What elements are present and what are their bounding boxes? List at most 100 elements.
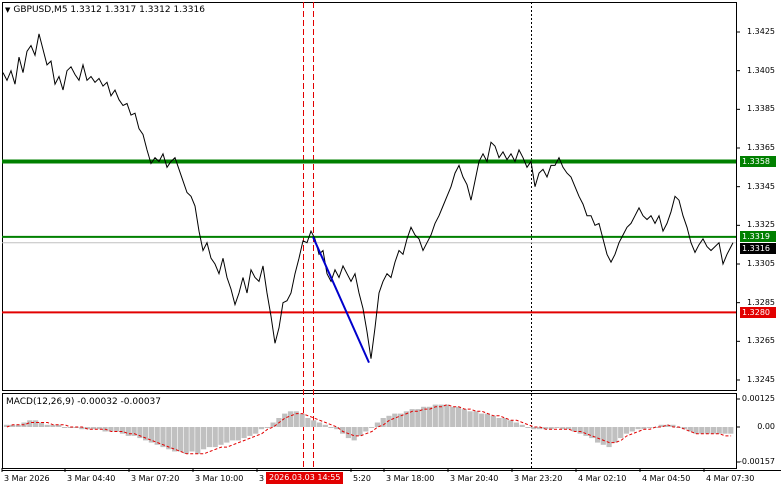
macd-histogram-bar [699, 427, 705, 434]
support-level-tag: 1.3280 [740, 306, 776, 318]
macd-histogram-bar [728, 427, 734, 434]
macd-histogram-bar [4, 424, 10, 427]
macd-histogram-bar [328, 427, 334, 428]
macd-histogram-bar [444, 404, 450, 427]
macd-histogram-bar [531, 427, 537, 430]
time-label: 4 Mar 02:10 [578, 474, 627, 483]
macd-histogram-bar [473, 411, 479, 427]
macd-histogram-bar [548, 427, 554, 430]
macd-histogram-bar [334, 427, 340, 430]
macd-histogram-bar [212, 427, 218, 448]
macd-histogram-bar [722, 427, 728, 434]
macd-histogram-bar [647, 427, 653, 428]
macd-histogram-bar [351, 427, 357, 441]
macd-histogram-bar [374, 422, 380, 427]
macd-histogram-bar [293, 411, 299, 427]
trend-line [312, 236, 370, 364]
macd-histogram-bar [270, 422, 276, 427]
macd-histogram-bar [612, 427, 618, 443]
macd-histogram-bar [641, 427, 647, 430]
macd-histogram-bar [311, 420, 317, 427]
symbol-header: ▼ GBPUSD,M5 1.3312 1.3317 1.3312 1.3316 [5, 4, 205, 16]
mid-level-tag: 1.3319 [740, 231, 776, 243]
macd-histogram-bar [560, 427, 566, 430]
time-label: 3 Mar 18:00 [386, 474, 435, 483]
macd-histogram-bar [90, 427, 97, 430]
macd-histogram-bar [108, 427, 114, 432]
price-axis-label: 1.3285 [747, 297, 775, 307]
macd-histogram-bar [484, 413, 491, 427]
macd-histogram-bar [125, 427, 131, 436]
macd-histogram-bar [537, 427, 543, 430]
macd-pane-border [2, 393, 737, 469]
time-label: 3 Mar 20:40 [450, 474, 499, 483]
macd-histogram-bar [172, 427, 178, 452]
macd-histogram-bar [357, 427, 363, 436]
macd-histogram-bar [467, 411, 473, 427]
macd-histogram-bar [79, 427, 85, 430]
macd-histogram-bar [247, 427, 253, 436]
current-price-tag: 1.3316 [740, 243, 776, 255]
macd-histogram-bar [363, 427, 369, 432]
macd-histogram-bar [67, 427, 73, 428]
macd-histogram-bar [299, 413, 305, 427]
macd-histogram-bar [386, 415, 392, 427]
macd-histogram-bar [629, 427, 635, 432]
resistance-level-tag: 1.3358 [740, 156, 776, 168]
macd-histogram-bar [519, 424, 525, 427]
price-axis-label: 1.3325 [747, 220, 775, 230]
macd-histogram-bar [96, 427, 102, 430]
macd-histogram-bar [577, 427, 583, 434]
macd-histogram-bar [287, 411, 294, 427]
price-series-line [2, 33, 734, 359]
macd-histogram-bar [235, 427, 241, 441]
macd-histogram-bar [195, 427, 201, 454]
macd-axis-label: -0.00157 [739, 457, 775, 466]
macd-histogram-bar [38, 422, 44, 427]
price-axis-label: 1.3345 [747, 181, 775, 191]
macd-histogram-bar [177, 427, 183, 452]
macd-histogram-bar [50, 424, 56, 427]
time-label: 3 Mar 04:40 [67, 474, 116, 483]
macd-histogram-bar [409, 409, 415, 427]
collapse-arrow-icon[interactable]: ▼ [5, 6, 11, 14]
macd-histogram-bar [392, 413, 398, 427]
macd-histogram-bar [595, 427, 601, 443]
macd-histogram-bar [33, 420, 39, 427]
macd-histogram-bar [670, 424, 676, 427]
macd-histogram-bar [189, 427, 195, 452]
macd-histogram-bar [415, 409, 421, 427]
macd-histogram-bar [148, 427, 154, 443]
macd-histogram-bar [450, 406, 456, 427]
macd-histogram-bar [508, 420, 514, 427]
macd-histogram-bar [9, 424, 15, 427]
time-label: 3 Mar 2026 [4, 474, 50, 483]
macd-histogram-bar [119, 427, 126, 434]
macd-histogram-bar [44, 424, 50, 427]
macd-histogram-bar [681, 427, 688, 430]
time-label: 4 Mar 04:50 [642, 474, 691, 483]
macd-histogram-bar [143, 427, 149, 441]
macd-axis-label: 0.00 [757, 422, 775, 431]
macd-axis-label: 0.00125 [741, 394, 775, 403]
macd-histogram-bar [687, 427, 693, 432]
macd-histogram-bar [693, 427, 699, 434]
macd-histogram-bar [502, 418, 508, 427]
macd-histogram-bar [635, 427, 641, 430]
macd-histogram-bar [479, 413, 485, 427]
macd-histogram-bar [345, 427, 351, 439]
macd-histogram-bar [438, 404, 444, 427]
macd-histogram-bar [398, 413, 404, 427]
macd-histogram-bar [455, 406, 462, 427]
price-axis-label: 1.3405 [747, 65, 775, 75]
macd-histogram-bar [554, 427, 560, 428]
macd-histogram-bar [206, 427, 212, 448]
macd-histogram-bar [305, 418, 311, 427]
macd-histogram-bar [224, 427, 230, 443]
macd-histogram-bar [160, 427, 166, 448]
macd-histogram-bar [241, 427, 247, 439]
time-label-partial: 3 2 [259, 474, 272, 483]
macd-histogram-bar [316, 422, 323, 427]
macd-histogram-bar [183, 427, 189, 454]
